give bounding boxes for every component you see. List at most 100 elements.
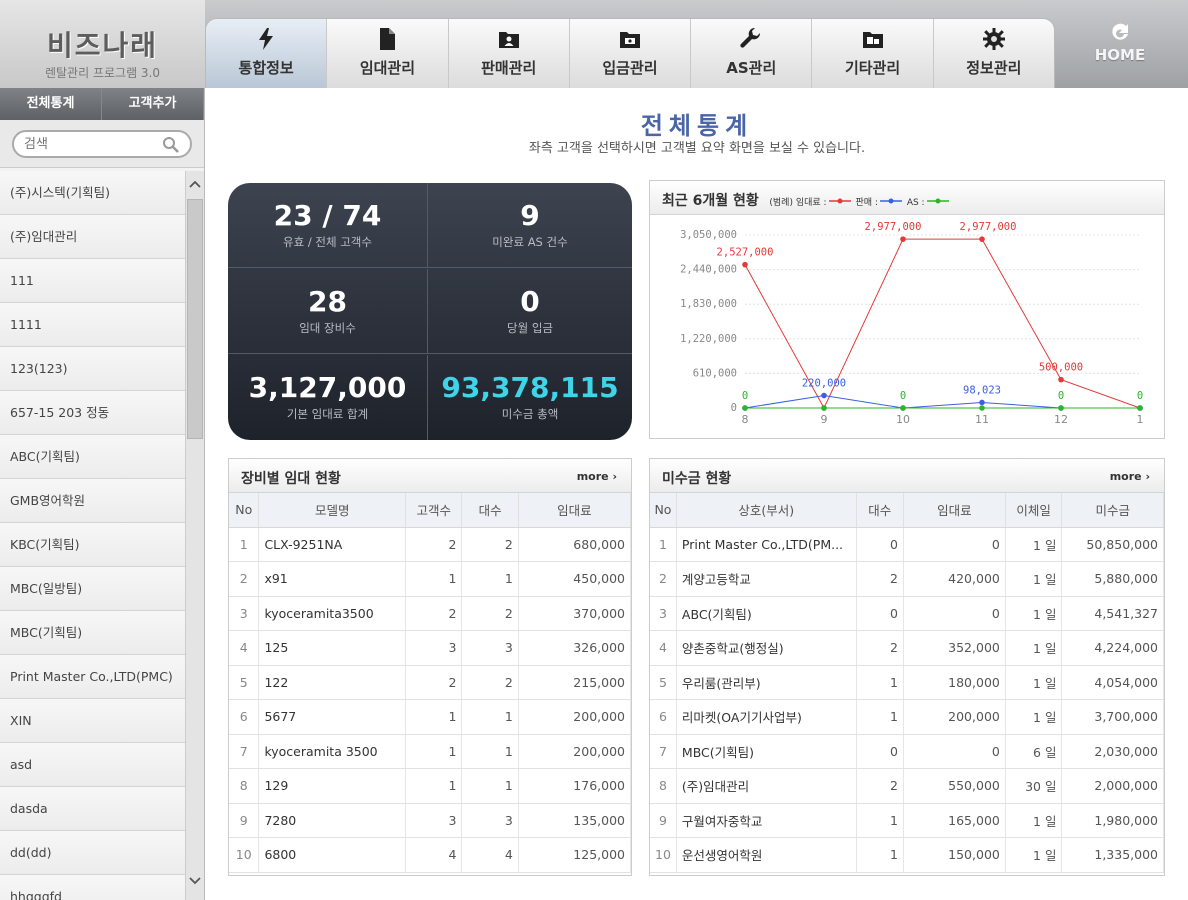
customer-list-item[interactable]: 111 [0,259,185,303]
tab-integrated-info[interactable]: 통합정보 [206,19,328,88]
column-header: No [650,493,677,528]
table-row[interactable]: 8 (주)임대관리 2 550,000 30 일 2,000,000 [650,768,1164,804]
summary-unpaid-total: 93,378,115 미수금 총액 [428,355,632,440]
home-button[interactable]: HOME [1075,22,1165,82]
table-row[interactable]: 5 우리룸(관리부) 1 180,000 1 일 4,054,000 [650,665,1164,700]
data-point[interactable] [979,399,985,406]
customer-list-item[interactable]: (주)시스텍(기획팀) [0,171,185,215]
search-input[interactable] [24,132,164,156]
data-label: 2,977,000 [960,221,1017,233]
tab-payment-management[interactable]: 입금관리 [570,19,692,88]
data-label: 0 [900,390,906,402]
table-row[interactable]: 1 Print Master Co.,LTD(PM... 0 0 1 일 50,850,0… [650,527,1164,562]
equipment-rental-panel: 장비별 임대 현황 more › No 모델명 고객수 대수 임대료 1 CLX-9251… [228,458,632,876]
data-point[interactable] [900,236,906,242]
tab-as-management[interactable]: AS관리 [691,19,813,88]
customer-list-item[interactable]: XIN [0,699,185,743]
table-row[interactable]: 10 운선생영어학원 1 150,000 1 일 1,335,000 [650,837,1164,873]
tab-info-management[interactable]: 정보관리 [934,19,1054,88]
add-customer-button[interactable]: 고객추가 [102,88,204,120]
chart-legend: (범례) 임대료 : 판매 : AS : [764,198,951,208]
customer-list-item[interactable]: MBC(기획팀) [0,611,185,655]
table-row[interactable]: 7 kyoceramita 3500 1 1 200,000 [229,734,632,769]
table-cell: 1 [856,837,904,873]
customer-list-item[interactable]: 657-15 203 정동 [0,391,185,435]
customer-list-item[interactable]: 1111 [0,303,185,347]
table-row[interactable]: 3 kyoceramita3500 2 2 370,000 [229,596,632,631]
customer-list-item[interactable]: 123(123) [0,347,185,391]
table-row[interactable]: 9 7280 3 3 135,000 [229,803,632,838]
data-point[interactable] [1058,405,1064,411]
table-row[interactable]: 7 MBC(기획팀) 0 0 6 일 2,030,000 [650,734,1164,769]
data-point[interactable] [821,392,827,399]
search-icon[interactable] [162,136,180,154]
scrollbar-thumb[interactable] [187,199,203,439]
table-cell: 5 [650,665,677,700]
table-cell: 운선생영어학원 [676,837,857,873]
legend-sale-swatch [879,198,902,204]
data-point[interactable] [979,236,985,242]
tab-rental-management[interactable]: 임대관리 [327,19,449,88]
customer-list-item[interactable]: GMB영어학원 [0,479,185,523]
table-cell: 4 [650,630,677,666]
data-point[interactable] [821,405,827,411]
panel-header: 장비별 임대 현황 more › [229,459,631,493]
table-cell: 1 일 [1005,837,1063,873]
table-row[interactable]: 4 125 3 3 326,000 [229,630,632,666]
scrollbar[interactable] [185,171,204,900]
table-row[interactable]: 9 구월여자중학교 1 165,000 1 일 1,980,000 [650,803,1164,838]
table-cell: kyoceramita 3500 [258,734,407,769]
x-tick-label: 12 [1054,413,1068,426]
customer-list-item[interactable]: dasda [0,787,185,831]
table-cell: 5677 [258,699,407,735]
y-tick-label: 3,050,000 [680,229,737,241]
y-tick-label: 0 [731,402,737,414]
table-cell: 3 [461,803,519,838]
data-point[interactable] [742,405,748,411]
customer-list-item[interactable]: (주)임대관리 [0,215,185,259]
summary-open-as: 9 미완료 AS 건수 [428,183,632,268]
customer-list-item[interactable]: hhgggfd [0,875,185,900]
table-cell: 200,000 [903,699,1006,735]
table-row[interactable]: 1 CLX-9251NA 2 2 680,000 [229,527,632,562]
table-row[interactable]: 2 x91 1 1 450,000 [229,561,632,597]
table-row[interactable]: 6 리마켓(OA기기사업부) 1 200,000 1 일 3,700,000 [650,699,1164,735]
table-cell: 2 [856,561,904,597]
customer-list-item[interactable]: asd [0,743,185,787]
table-row[interactable]: 2 계양고등학교 2 420,000 1 일 5,880,000 [650,561,1164,597]
data-point[interactable] [1137,405,1143,411]
legend-sale-label: 판매 : [855,198,878,208]
data-point[interactable] [979,405,985,411]
table-cell: 1 일 [1005,561,1063,597]
table-row[interactable]: 10 6800 4 4 125,000 [229,837,632,873]
all-stats-button[interactable]: 전체통계 [0,88,102,120]
data-point[interactable] [900,405,906,411]
summary-customers: 23 / 74 유효 / 전체 고객수 [228,183,428,268]
table-row[interactable]: 4 양촌중학교(행정실) 2 352,000 1 일 4,224,000 [650,630,1164,666]
table-row[interactable]: 8 129 1 1 176,000 [229,768,632,804]
table-row[interactable]: 5 122 2 2 215,000 [229,665,632,700]
table-cell: 3 [229,596,260,631]
customer-list-item[interactable]: dd(dd) [0,831,185,875]
tab-other-management[interactable]: 기타관리 [812,19,934,88]
column-header: 상호(부서) [676,493,857,528]
tab-sales-management[interactable]: 판매관리 [449,19,570,88]
table-row[interactable]: 6 5677 1 1 200,000 [229,699,632,735]
logo[interactable]: 비즈나래 렌탈관리 프로그램 3.0 [0,0,205,88]
customer-list-item[interactable]: Print Master Co.,LTD(PMC) [0,655,185,699]
more-link[interactable]: more › [577,470,617,483]
summary-label: 당월 입금 [507,321,553,335]
data-point[interactable] [742,261,748,268]
more-link[interactable]: more › [1110,470,1150,483]
y-tick-label: 1,830,000 [680,298,737,310]
table-row[interactable]: 3 ABC(기획팀) 0 0 1 일 4,541,327 [650,596,1164,631]
customer-list-item[interactable]: KBC(기획팀) [0,523,185,567]
customer-list-item[interactable]: MBC(일방팀) [0,567,185,611]
data-point[interactable] [1058,376,1064,383]
chevron-up-icon[interactable] [189,179,201,189]
customer-list-item[interactable]: ABC(기획팀) [0,435,185,479]
panel-header: 미수금 현황 more › [650,459,1164,493]
legend-as-swatch [926,198,949,204]
legend-as-label: AS : [906,198,925,208]
chevron-down-icon[interactable] [189,876,201,886]
